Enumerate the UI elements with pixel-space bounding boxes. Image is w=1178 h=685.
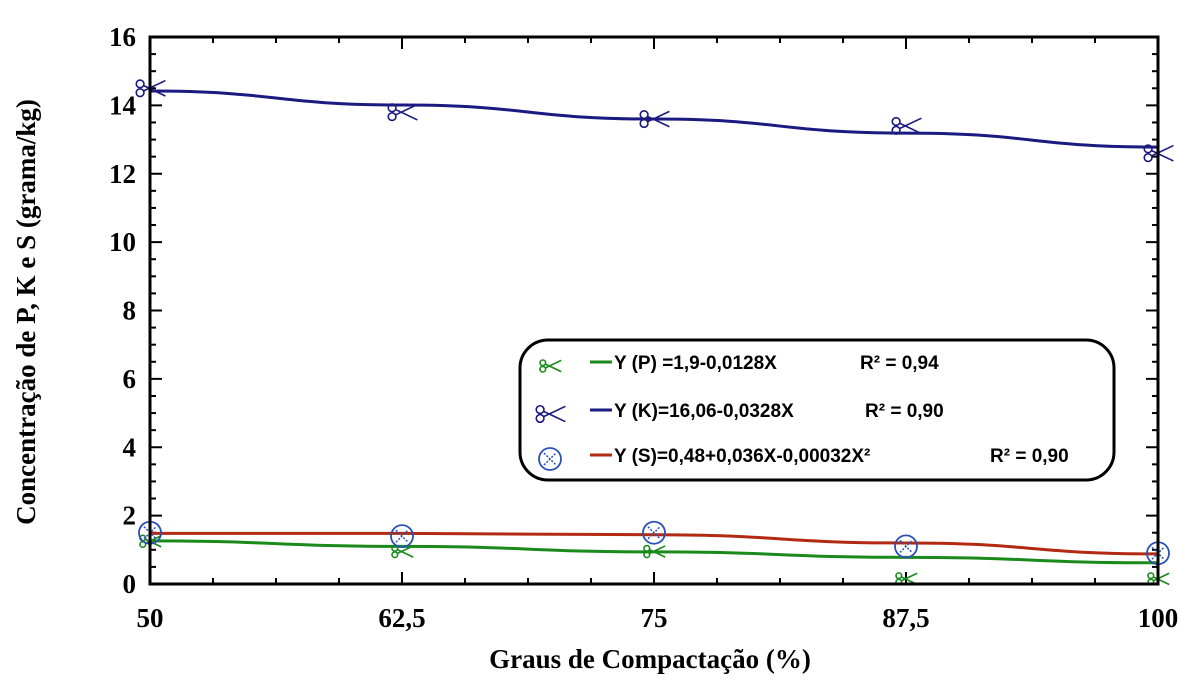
y-tick-label: 8 xyxy=(123,296,137,326)
x-tick-label: 62,5 xyxy=(378,603,425,633)
data-point-k xyxy=(1143,144,1174,163)
x-tick-label: 87,5 xyxy=(882,603,929,633)
data-point-p xyxy=(643,544,666,559)
x-axis-label: Graus de Compactação (%) xyxy=(489,644,811,674)
data-point-k xyxy=(639,110,670,129)
legend-box xyxy=(518,338,1116,482)
fit-lines xyxy=(149,89,1159,565)
legend-marker-p xyxy=(539,359,562,373)
y-axis-title: Concentração de P, K e S (grama/kg) xyxy=(11,99,41,525)
x-tick-label: 50 xyxy=(137,603,164,633)
axis-tick-labels: 0 2 4 6 8 10 12 14 16 50 62,5 75 87,5 100 xyxy=(109,22,1178,633)
x-tick-label: 100 xyxy=(1138,603,1178,633)
legend-equation-s: Y (S)=0,48+0,036X-0,00032X² xyxy=(614,446,870,467)
y-tick-label: 0 xyxy=(123,569,137,599)
y-tick-label: 6 xyxy=(123,364,137,394)
data-point-k xyxy=(135,79,166,98)
legend-marker-s xyxy=(538,447,562,471)
y-tick-label: 4 xyxy=(123,432,137,462)
legend-equation-k: Y (K)=16,06-0,0328X xyxy=(614,401,794,422)
y-tick-label: 12 xyxy=(109,159,136,189)
data-point-s xyxy=(642,520,666,545)
legend-entry-p: Y (P) =1,9-0,0128X R² = 0,94 xyxy=(539,353,939,374)
data-point-s xyxy=(390,524,414,549)
legend-entry-k: Y (K)=16,06-0,0328X R² = 0,90 xyxy=(535,401,944,424)
legend-equation-p: Y (P) =1,9-0,0128X xyxy=(614,353,777,374)
legend-r2-k: R² = 0,90 xyxy=(865,401,944,422)
y-axis-label: Concentração de P, K e S (grama/kg) xyxy=(11,99,41,525)
y-tick-label: 14 xyxy=(109,90,136,120)
legend: Y (P) =1,9-0,0128X R² = 0,94 Y (K)=16,06-0… xyxy=(518,338,1116,482)
data-point-s xyxy=(894,534,918,559)
plot-area-frame xyxy=(148,35,1160,586)
data-point-k xyxy=(891,116,922,135)
data-point-k xyxy=(387,103,418,122)
y-tick-label: 2 xyxy=(123,501,137,531)
legend-marker-k xyxy=(535,404,566,424)
fit-line-s xyxy=(150,531,1159,556)
y-tick-label: 10 xyxy=(109,227,136,257)
x-tick-label: 75 xyxy=(641,603,668,633)
legend-entry-s: Y (S)=0,48+0,036X-0,00032X² R² = 0,90 xyxy=(538,446,1069,471)
y-tick-label: 16 xyxy=(109,22,136,52)
data-markers xyxy=(135,79,1174,586)
legend-r2-s: R² = 0,90 xyxy=(990,446,1069,467)
legend-r2-p: R² = 0,94 xyxy=(860,353,939,374)
